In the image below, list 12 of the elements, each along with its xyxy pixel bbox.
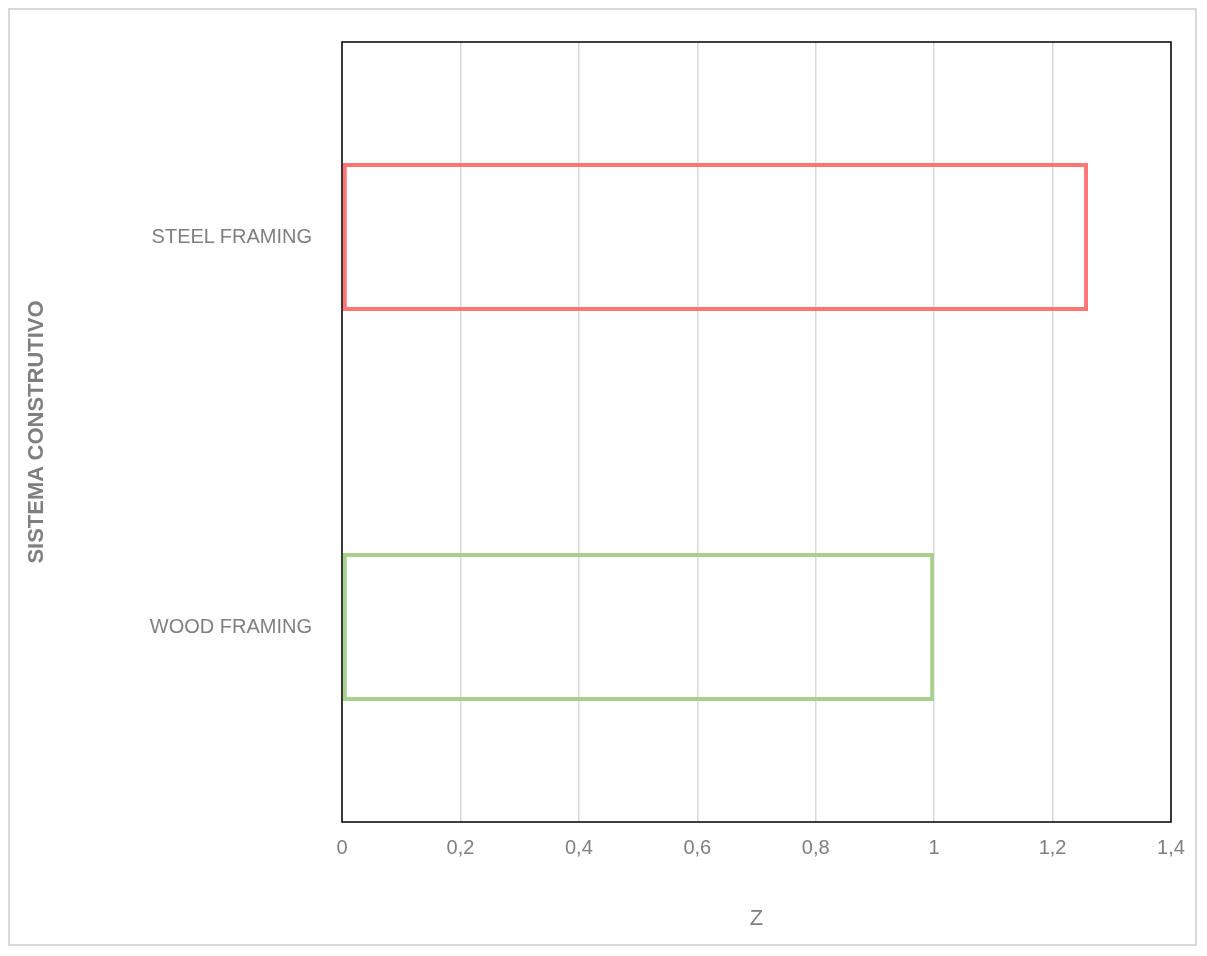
x-tick-label: 1,2 bbox=[1038, 835, 1067, 858]
y-tick-label: WOOD FRAMING bbox=[149, 614, 312, 637]
x-axis-title: Z bbox=[749, 904, 764, 930]
x-tick-label: 0,4 bbox=[564, 835, 593, 858]
x-tick-label: 1,4 bbox=[1157, 835, 1185, 858]
y-tick-label: STEEL FRAMING bbox=[151, 224, 312, 247]
x-tick-label: 0,6 bbox=[683, 835, 712, 858]
x-tick-label: 1 bbox=[928, 835, 940, 858]
x-tick-label: 0,8 bbox=[801, 835, 830, 858]
y-axis-title: SISTEMA CONSTRUTIVO bbox=[23, 300, 49, 564]
x-tick-label: 0,2 bbox=[446, 835, 475, 858]
x-tick-label: 0 bbox=[336, 835, 348, 858]
